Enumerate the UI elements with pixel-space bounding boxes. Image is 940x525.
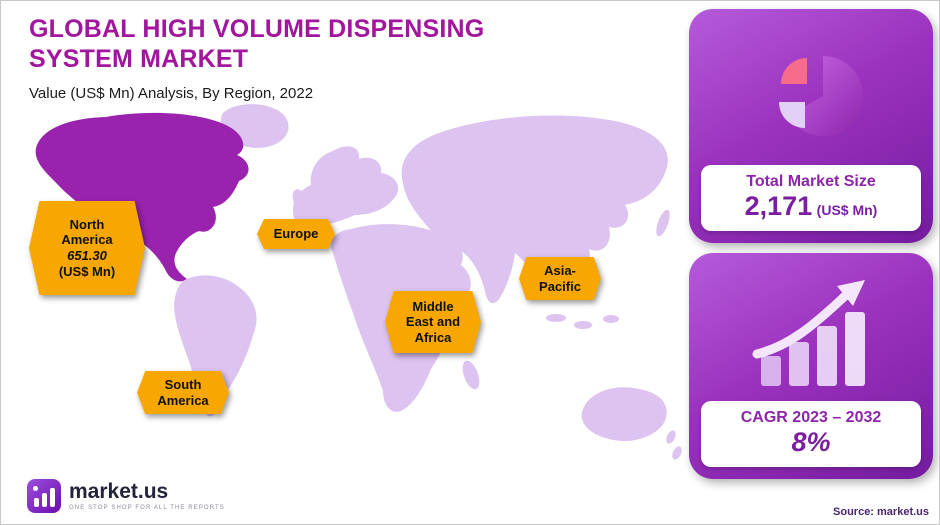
region-name: North America bbox=[61, 216, 113, 248]
market-size-label: Total Market Size bbox=[746, 173, 876, 190]
landmass-uk bbox=[292, 189, 306, 209]
page-subtitle: Value (US$ Mn) Analysis, By Region, 2022 bbox=[29, 85, 314, 102]
landmass-madagascar bbox=[462, 360, 480, 390]
region-name: Middle East and Africa bbox=[405, 298, 461, 345]
market-size-value: 2,171 bbox=[744, 191, 813, 221]
market-size-unit: (US$ Mn) bbox=[816, 202, 878, 218]
growth-bar-chart-icon bbox=[752, 280, 865, 386]
pie-chart-icon bbox=[779, 55, 864, 136]
landmass-asia bbox=[401, 115, 668, 304]
cagr-label: CAGR 2023 – 2032 bbox=[740, 409, 882, 426]
source-credit: Source: market.us bbox=[833, 506, 929, 518]
landmass-north-america bbox=[35, 112, 249, 282]
cagr-strip: CAGR 2023 – 2032 8% bbox=[701, 401, 921, 467]
world-map-svg bbox=[35, 104, 682, 460]
landmass-indonesia-2 bbox=[574, 321, 592, 329]
brand-tagline: ONE STOP SHOP FOR ALL THE REPORTS bbox=[69, 505, 225, 511]
landmass-new-zealand-1 bbox=[666, 430, 676, 444]
region-label-asia-pacific: Asia-Pacific bbox=[519, 257, 601, 301]
landmass-australia bbox=[581, 387, 667, 441]
region-value: 651.30 bbox=[67, 248, 107, 263]
landmass-new-zealand-2 bbox=[672, 446, 682, 460]
landmass-indonesia-1 bbox=[546, 314, 566, 322]
brand-logo: market.us ONE STOP SHOP FOR ALL THE REPO… bbox=[27, 479, 225, 513]
brand-name: market.us bbox=[69, 480, 169, 503]
landmass-indonesia-3 bbox=[603, 315, 619, 323]
region-unit: (US$ Mn) bbox=[58, 263, 116, 279]
region-label-middle-east-africa: Middle East and Africa bbox=[385, 291, 481, 353]
cagr-value: 8% bbox=[791, 427, 831, 457]
region-label-europe: Europe bbox=[257, 219, 335, 249]
market-size-strip: Total Market Size 2,171 (US$ Mn) bbox=[701, 165, 921, 231]
brand-logo-icon bbox=[27, 479, 61, 513]
world-map bbox=[11, 103, 683, 473]
landmass-europe bbox=[292, 146, 399, 226]
region-name: Europe bbox=[273, 226, 319, 242]
region-label-north-america: North America 651.30 (US$ Mn) bbox=[29, 201, 145, 295]
region-label-south-america: South America bbox=[137, 371, 229, 415]
region-name: South America bbox=[157, 377, 209, 408]
region-name: Asia-Pacific bbox=[539, 263, 581, 294]
total-market-size-card: Total Market Size 2,171 (US$ Mn) bbox=[689, 9, 933, 243]
landmass-japan bbox=[656, 209, 670, 237]
cagr-card: CAGR 2023 – 2032 8% bbox=[689, 253, 933, 479]
page-title: GLOBAL HIGH VOLUME DISPENSING SYSTEM MAR… bbox=[29, 15, 485, 73]
